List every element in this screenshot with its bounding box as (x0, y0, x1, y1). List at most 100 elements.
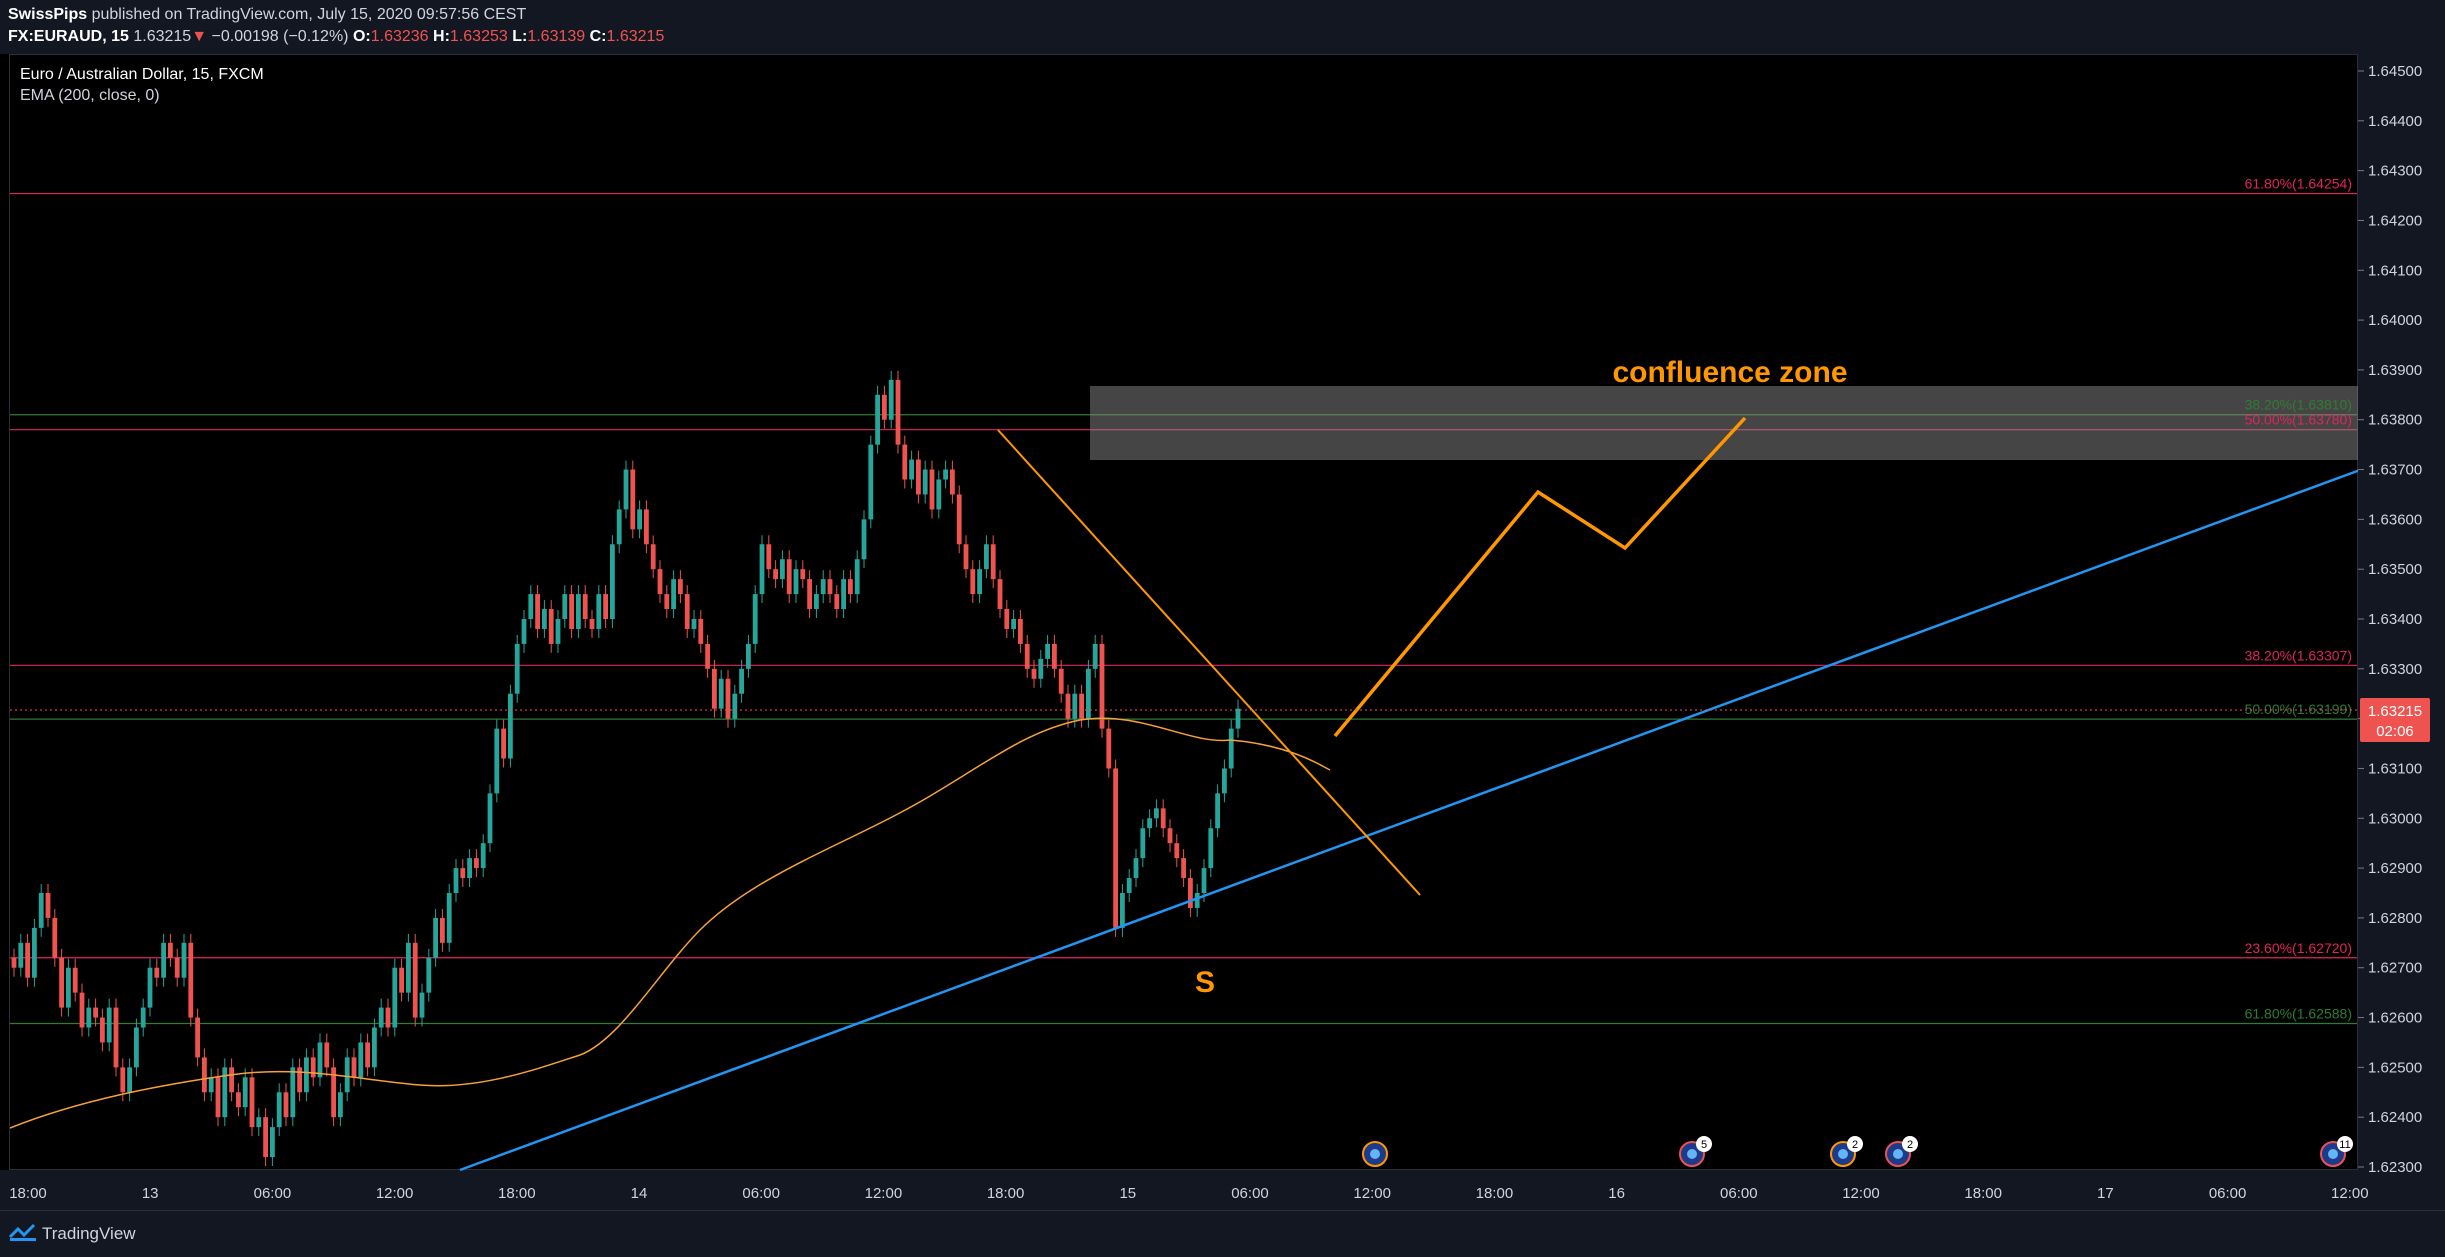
candle-body (732, 693, 738, 719)
candle-body (827, 579, 833, 595)
candle-body (338, 1092, 343, 1118)
candle-body (474, 858, 479, 869)
candle-body (589, 619, 595, 629)
descending-trendline[interactable] (997, 429, 1421, 896)
chart-legend-title[interactable]: Euro / Australian Dollar, 15, FXCM (20, 66, 264, 83)
candle-body (916, 459, 921, 495)
candle-body (596, 594, 602, 629)
event-count: 11 (2339, 1139, 2350, 1151)
candle-body (45, 893, 51, 918)
candle-body (834, 594, 840, 610)
candle-body (548, 609, 554, 644)
candle-body (1099, 643, 1105, 729)
candle-body (236, 1092, 241, 1108)
candle-body (412, 942, 418, 1018)
symbol-label[interactable]: FX:EURAUD, 15 (8, 28, 129, 45)
candle-body (773, 569, 778, 580)
candle-body (446, 893, 452, 943)
fib-level-labels: 61.80%(1.64254)38.20%(1.63810)50.00%(1.6… (2245, 176, 2352, 1022)
candle-body (263, 1117, 268, 1158)
candle-body (997, 579, 1003, 610)
fib-level-label: 61.80%(1.64254) (2245, 176, 2352, 192)
high-label: H: (433, 28, 450, 45)
candle-body (202, 1057, 207, 1093)
candle-body (297, 1067, 302, 1093)
candle-body (331, 1067, 336, 1118)
confluence-zone-label: confluence zone (1612, 356, 1847, 389)
candle-body (310, 1057, 316, 1078)
projected-path[interactable] (1333, 416, 1747, 738)
candle-body (1086, 668, 1091, 719)
close-label: C: (589, 28, 607, 45)
candle-body (535, 594, 540, 629)
down-arrow-icon: ▼ (191, 28, 208, 45)
candle-body (38, 893, 44, 928)
publish-date: published on TradingView.com, July 15, 2… (87, 6, 527, 23)
author-name[interactable]: SwissPips (8, 6, 88, 23)
confluence-zone[interactable] (1090, 386, 2358, 460)
candle-body (324, 1042, 330, 1068)
candle-body (650, 544, 656, 570)
tradingview-logo-icon[interactable] (8, 1223, 38, 1243)
price-axis[interactable] (2358, 54, 2445, 1170)
candle-body (854, 559, 860, 595)
candle-body (691, 619, 697, 629)
candle-body (304, 1057, 309, 1093)
event-count: 5 (1701, 1139, 1707, 1151)
candle-body (882, 394, 887, 420)
candle-body (18, 942, 24, 968)
close-value: 1.63215 (606, 28, 665, 45)
candle-body (1092, 643, 1098, 669)
candle-body (1120, 893, 1125, 928)
candle-body (616, 509, 622, 545)
candle-body (657, 569, 663, 595)
candle-body (1079, 693, 1084, 719)
chart-header: SwissPips published on TradingView.com, … (0, 0, 2445, 54)
candle-body (344, 1057, 350, 1093)
candle-body (79, 992, 85, 1028)
candle-body (25, 942, 30, 978)
candle-body (174, 957, 180, 978)
tradingview-brand[interactable]: TradingView (42, 1224, 136, 1243)
candle-body (1140, 828, 1146, 859)
candle-body (929, 469, 935, 510)
indicator-legend[interactable]: EMA (200, close, 0) (20, 87, 160, 104)
candle-body (977, 569, 982, 595)
open-value: 1.63236 (370, 28, 429, 45)
flag-icon (1687, 1149, 1697, 1159)
ema-200-line[interactable] (10, 717, 1331, 1129)
open-label: O: (352, 28, 371, 45)
candle-body (440, 917, 445, 943)
fib-level-label: 61.80%(1.62588) (2245, 1006, 2352, 1022)
event-count-badge (2337, 1136, 2353, 1152)
candle-body (569, 594, 574, 629)
candle-body (1058, 668, 1064, 694)
event-count: 2 (1907, 1139, 1913, 1151)
ohlc-readout: FX:EURAUD, 15 1.63215▼ −0.00198 (−0.12%)… (8, 28, 664, 46)
candle-body (542, 609, 547, 629)
candle-body (351, 1057, 357, 1078)
candle-body (705, 643, 710, 669)
candle-body (800, 569, 806, 580)
candle-body (256, 1117, 262, 1128)
candle-body (766, 544, 772, 570)
event-count-badge (1696, 1136, 1712, 1152)
candle-body (1106, 728, 1112, 769)
high-value: 1.63253 (449, 28, 508, 45)
candle-body (718, 678, 724, 709)
candle-body (752, 594, 758, 644)
candle-body (637, 509, 642, 530)
candle-body (1018, 619, 1023, 644)
candle-body (1167, 828, 1173, 844)
candle-body (249, 1077, 255, 1128)
candle-body (120, 1067, 126, 1093)
candle-body (943, 469, 948, 480)
candle-body (494, 728, 500, 794)
ascending-trendline[interactable] (459, 468, 2361, 1172)
candle-body (181, 942, 187, 978)
candle-body (895, 379, 901, 445)
candle-body (1174, 843, 1180, 859)
candle-body (208, 1077, 214, 1093)
candle-body (1154, 808, 1159, 819)
